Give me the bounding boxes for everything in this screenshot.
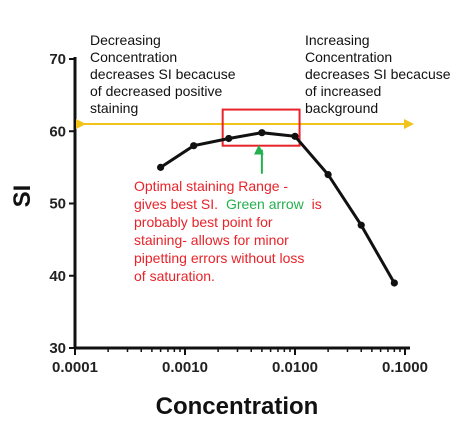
right-annotation-line: background [305, 100, 378, 116]
optimal-annotation-line: gives best SI. [134, 196, 218, 212]
x-tick-label: 0.1000 [382, 359, 428, 376]
x-tick-label: 0.0010 [162, 359, 208, 376]
data-point [291, 132, 299, 140]
y-tick-label: 70 [49, 51, 66, 68]
x-tick-label: 0.0001 [52, 359, 98, 376]
x-axis-title: Concentration [156, 393, 319, 420]
optimal-annotation-line: Optimal staining Range - [134, 178, 288, 194]
data-point [390, 279, 398, 287]
left-annotation-line: Concentration [90, 49, 177, 65]
optimal-annotation-line: is [312, 196, 322, 212]
data-point [324, 171, 332, 179]
x-ticks: 0.0001 0.0010 0.0100 0.1000 [52, 348, 428, 376]
optimal-range-box [221, 108, 301, 147]
optimal-annotation-line: probably best point for [134, 214, 273, 230]
y-tick-label: 60 [49, 123, 66, 140]
y-ticks: 30 40 50 60 70 [49, 51, 75, 357]
data-point [190, 142, 198, 150]
left-annotation-line: decreases SI becacuse [90, 66, 236, 82]
data-point [357, 221, 365, 229]
y-tick-label: 50 [49, 196, 66, 213]
data-point [225, 134, 233, 143]
left-annotation-line: staining [90, 100, 138, 116]
optimal-annotation: Optimal staining Range - gives best SI. … [134, 178, 326, 284]
right-annotation: Increasing Concentration decreases SI be… [305, 32, 454, 116]
left-annotation: Decreasing Concentration decreases SI be… [90, 32, 239, 116]
green-arrow-label: Green arrow [226, 196, 305, 212]
y-axis-title: SI [9, 185, 36, 208]
series-line [159, 131, 396, 284]
left-annotation-line: Decreasing [90, 32, 161, 48]
optimal-annotation-line: pipetting errors without loss [134, 250, 304, 266]
data-point [258, 129, 266, 137]
y-tick-label: 30 [49, 340, 66, 357]
x-tick-label: 0.0100 [272, 359, 318, 376]
optimal-annotation-line: of saturation. [134, 268, 215, 284]
y-tick-label: 40 [49, 268, 66, 285]
right-annotation-line: Increasing [305, 32, 370, 48]
right-annotation-line: decreases SI becacuse [305, 66, 451, 82]
data-point [156, 163, 165, 171]
data-points [156, 129, 398, 287]
optimal-annotation-line: staining- allows for minor [134, 232, 289, 248]
left-annotation-line: of decreased positive [90, 83, 223, 99]
right-annotation-line: of increased [305, 83, 381, 99]
right-annotation-line: Concentration [305, 49, 392, 65]
